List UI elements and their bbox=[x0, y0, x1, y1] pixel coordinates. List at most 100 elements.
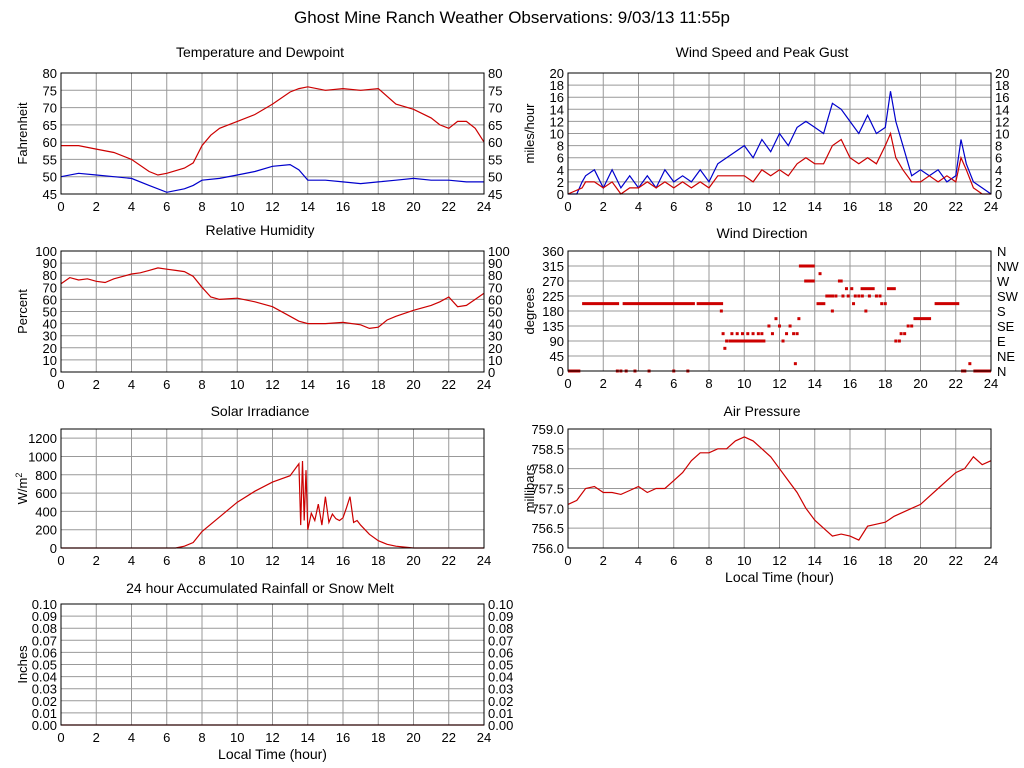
x-tick-label: 0 bbox=[564, 376, 571, 391]
plot-frame bbox=[567, 72, 992, 195]
x-tick-label: 16 bbox=[336, 377, 350, 392]
x-tick-label: 14 bbox=[808, 376, 822, 391]
y-tick-label-right: 10 bbox=[995, 127, 1009, 142]
y-tick-label-right: 0.10 bbox=[488, 597, 513, 612]
y-tick-label: 1200 bbox=[28, 431, 57, 446]
y-tick-label: 0.04 bbox=[32, 670, 57, 685]
y-tick-label: 14 bbox=[550, 102, 564, 117]
y-tick-label: 270 bbox=[542, 274, 564, 289]
y-tick-label-right: 0.03 bbox=[488, 682, 513, 697]
x-tick-label: 14 bbox=[301, 377, 315, 392]
direction-point bbox=[751, 332, 755, 336]
x-tick-label: 16 bbox=[843, 376, 857, 391]
y-tick-label: 0.00 bbox=[32, 718, 57, 733]
y-tick-label: 0 bbox=[50, 365, 57, 380]
direction-point bbox=[719, 309, 723, 313]
x-tick-label: 18 bbox=[878, 553, 892, 568]
y-tick-label-right: 6 bbox=[995, 151, 1002, 166]
y-tick-label: 0 bbox=[557, 364, 564, 379]
series-line bbox=[60, 267, 485, 330]
x-tick-label: 16 bbox=[336, 730, 350, 745]
x-tick-label: 12 bbox=[265, 377, 279, 392]
direction-point bbox=[770, 332, 774, 336]
y-tick-label: 4 bbox=[557, 163, 564, 178]
y-tick-label-right: 0 bbox=[995, 187, 1002, 202]
x-tick-label: 18 bbox=[371, 377, 385, 392]
y-tick-label: 10 bbox=[43, 353, 57, 368]
chart-title: Relative Humidity bbox=[205, 222, 315, 238]
compass-label: NW bbox=[997, 259, 1019, 274]
y-tick-label-right: 50 bbox=[488, 305, 502, 320]
x-axis-label: Local Time (hour) bbox=[218, 746, 327, 762]
y-tick-label: 360 bbox=[542, 244, 564, 259]
direction-point bbox=[857, 294, 861, 298]
rainfall-chart: 24 hour Accumulated Rainfall or Snow Mel… bbox=[0, 580, 520, 768]
x-tick-label: 8 bbox=[198, 377, 205, 392]
x-tick-label: 0 bbox=[57, 553, 64, 568]
y-tick-label-right: 40 bbox=[488, 317, 502, 332]
chart-svg: 0 2 4 6 8 10 12 14 16 18 20 22 240.00 0.000.01 0.010.0… bbox=[15, 597, 513, 762]
y-tick-label: 0 bbox=[557, 187, 564, 202]
direction-point bbox=[725, 339, 729, 343]
y-tick-label-right: 70 bbox=[488, 280, 502, 295]
x-tick-label: 22 bbox=[442, 553, 456, 568]
y-tick-label-right: 60 bbox=[488, 135, 502, 150]
x-tick-label: 6 bbox=[163, 377, 170, 392]
series-line bbox=[567, 131, 991, 195]
chart-title: 24 hour Accumulated Rainfall or Snow Mel… bbox=[126, 580, 394, 596]
x-tick-label: 10 bbox=[230, 553, 244, 568]
x-tick-label: 18 bbox=[878, 199, 892, 214]
y-tick-label: 80 bbox=[43, 66, 57, 81]
series-line bbox=[61, 460, 484, 549]
x-tick-label: 8 bbox=[705, 553, 712, 568]
y-tick-label: 60 bbox=[43, 135, 57, 150]
y-tick-label: 0.08 bbox=[32, 621, 57, 636]
y-tick-label: 800 bbox=[35, 468, 57, 483]
x-tick-label: 22 bbox=[949, 199, 963, 214]
y-tick-label: 0.09 bbox=[32, 609, 57, 624]
x-tick-label: 10 bbox=[230, 199, 244, 214]
y-tick-label: 1000 bbox=[28, 449, 57, 464]
series-line bbox=[568, 91, 992, 195]
y-tick-label: 55 bbox=[43, 152, 57, 167]
y-tick-label: 135 bbox=[542, 319, 564, 334]
x-tick-label: 2 bbox=[93, 553, 100, 568]
y-tick-label-right: 55 bbox=[488, 152, 502, 167]
direction-point bbox=[834, 294, 838, 298]
y-tick-label: 90 bbox=[43, 256, 57, 271]
x-tick-label: 4 bbox=[635, 199, 642, 214]
y-tick-label: 60 bbox=[43, 292, 57, 307]
x-tick-label: 4 bbox=[635, 553, 642, 568]
x-axis-label: Local Time (hour) bbox=[725, 569, 834, 585]
x-tick-label: 22 bbox=[442, 377, 456, 392]
x-tick-label: 8 bbox=[198, 199, 205, 214]
x-tick-label: 20 bbox=[913, 199, 927, 214]
page-title: Ghost Mine Ranch Weather Observations: 9… bbox=[294, 8, 730, 27]
y-tick-label: 40 bbox=[43, 317, 57, 332]
y-tick-label-right: 10 bbox=[488, 353, 502, 368]
x-tick-label: 10 bbox=[737, 553, 751, 568]
x-tick-label: 18 bbox=[371, 730, 385, 745]
y-axis-label: millibars bbox=[522, 464, 537, 512]
direction-point bbox=[723, 346, 727, 350]
direction-point bbox=[795, 332, 799, 336]
x-tick-label: 20 bbox=[913, 376, 927, 391]
x-tick-label: 12 bbox=[772, 553, 786, 568]
plot-frame bbox=[60, 428, 485, 549]
y-tick-label-right: 0.09 bbox=[488, 609, 513, 624]
y-tick-label: 20 bbox=[43, 341, 57, 356]
direction-point bbox=[864, 309, 868, 313]
air-pressure-chart: Air Pressure 0 2 4 6 8 10 12 14 16 18 20 22 24 756.0 7… bbox=[500, 403, 1024, 593]
x-tick-label: 8 bbox=[705, 376, 712, 391]
y-tick-label-right: 0.05 bbox=[488, 658, 513, 673]
y-tick-label: 758.0 bbox=[531, 462, 564, 477]
chart-title: Wind Speed and Peak Gust bbox=[675, 44, 849, 60]
x-tick-label: 10 bbox=[737, 376, 751, 391]
chart-title: Wind Direction bbox=[716, 225, 808, 241]
x-tick-label: 8 bbox=[198, 553, 205, 568]
y-tick-label: 6 bbox=[557, 151, 564, 166]
compass-label: N bbox=[997, 244, 1006, 259]
x-tick-label: 6 bbox=[163, 199, 170, 214]
direction-point bbox=[839, 279, 843, 283]
